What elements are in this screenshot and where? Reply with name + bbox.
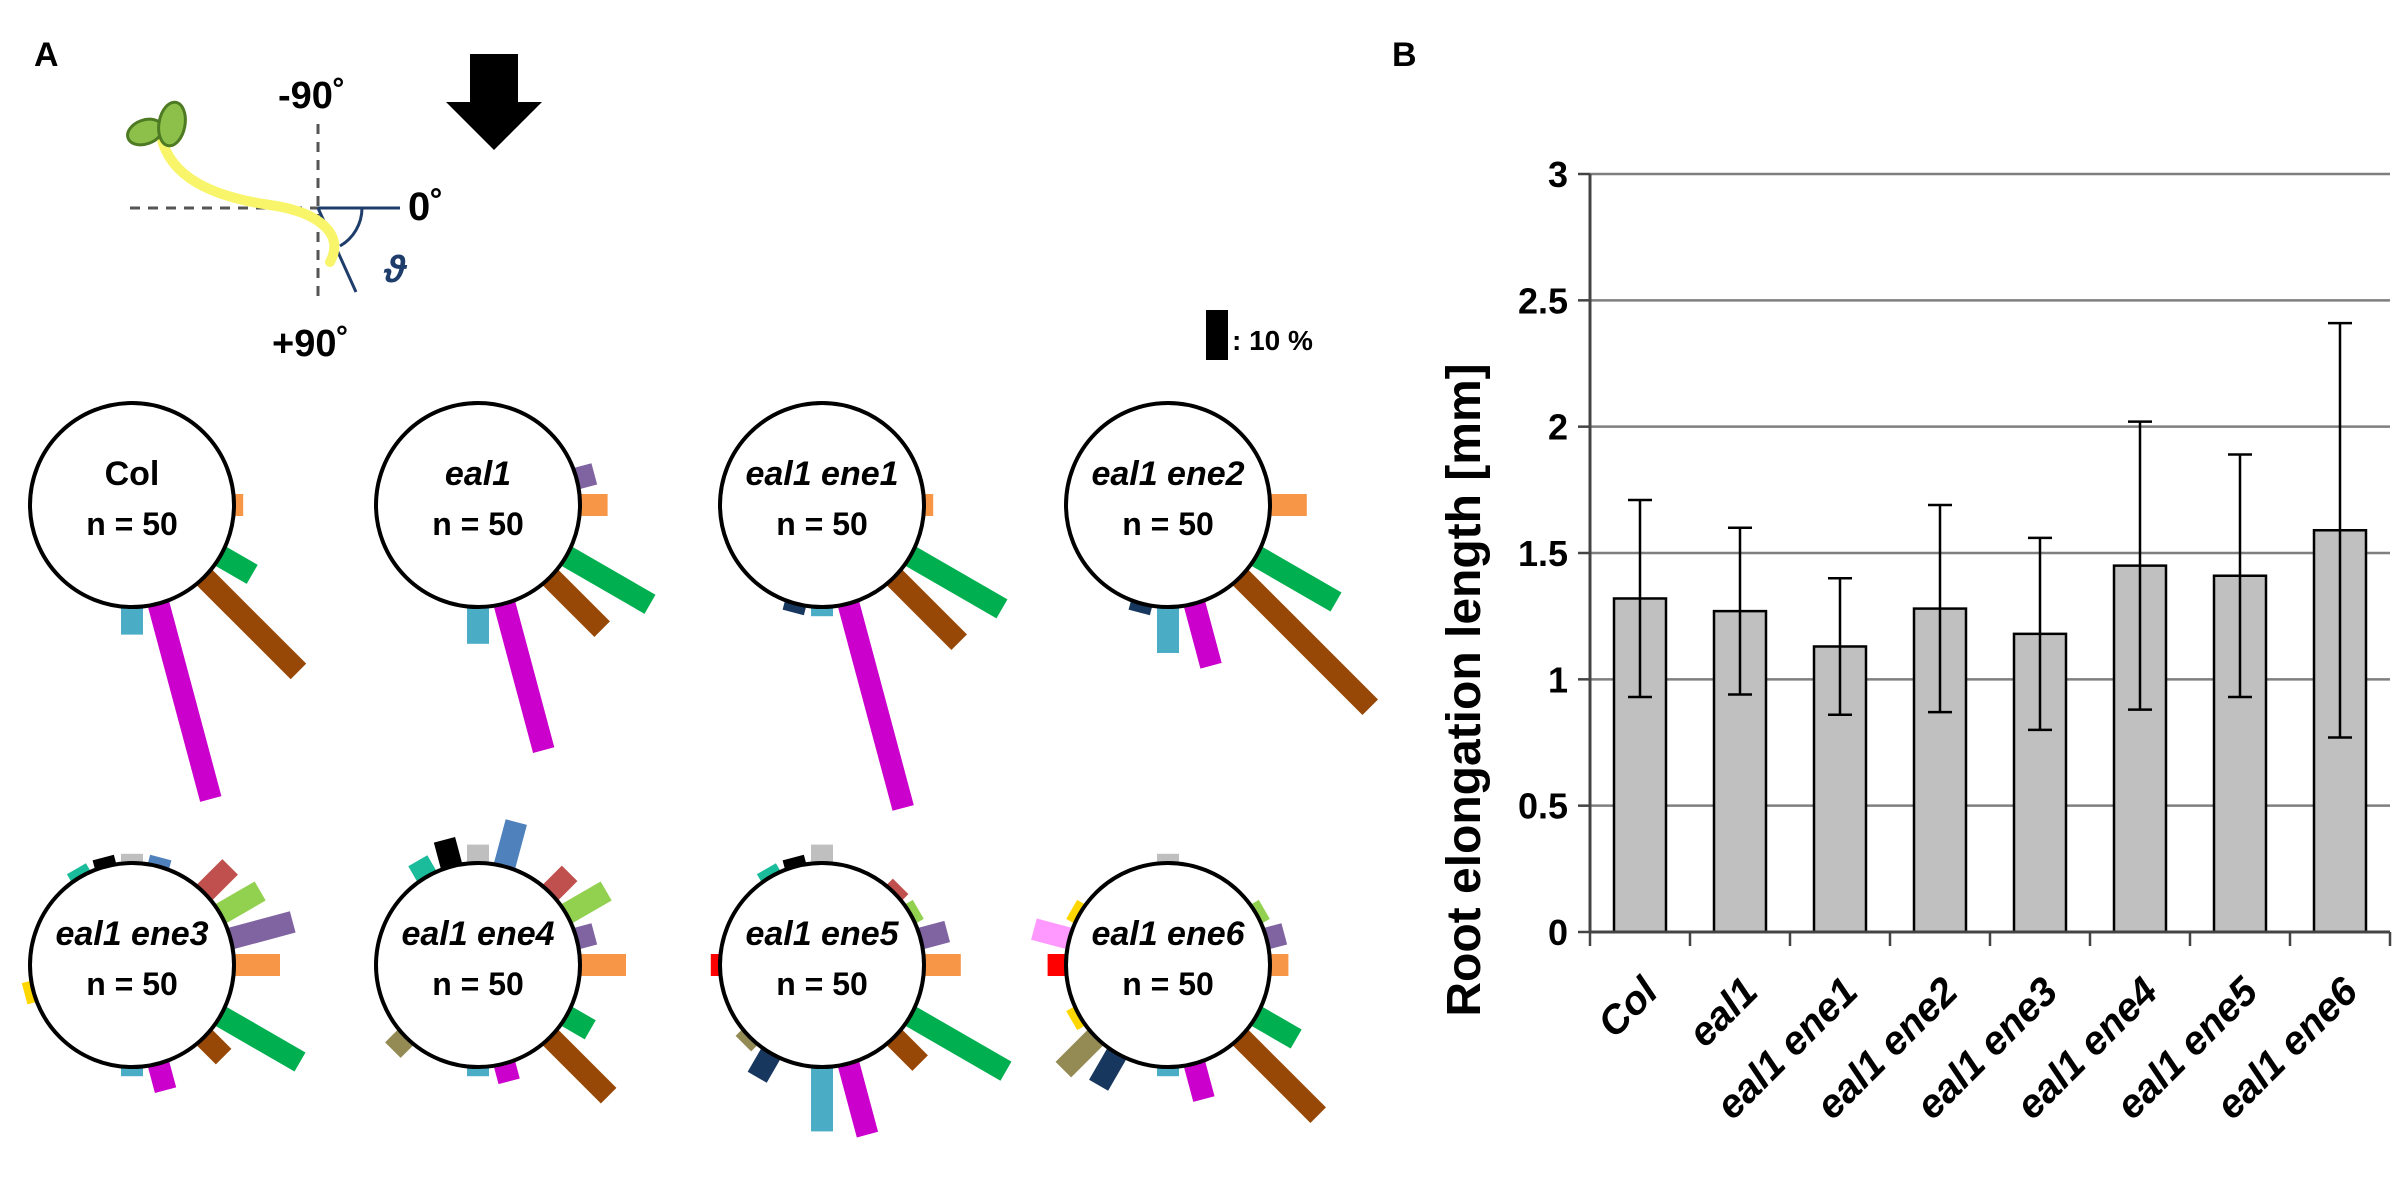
angle-bar-7-13 [735, 1026, 761, 1052]
y-tick-label: 2 [1548, 407, 1568, 448]
angle-bar-8-7 [1182, 1056, 1215, 1102]
sample-size-label: n = 50 [432, 966, 524, 1002]
theta-arc [339, 207, 364, 248]
angle-bar-7-7 [920, 954, 961, 976]
angle-bar-1-4 [146, 596, 222, 802]
polar-circle [718, 401, 926, 609]
genotype-label: eal1 ene5 [745, 915, 899, 953]
angle-bar-3-4 [836, 596, 914, 811]
root-elongation-bar-chart: Root elongation length [mm] 0 0.5 1 1.5 2 2.5… [1438, 154, 2392, 1128]
theta-symbol: ϑ [383, 249, 408, 291]
genotype-label: eal1 [445, 455, 511, 493]
y-tick-label: 1 [1548, 659, 1568, 700]
polar-histogram-8: eal1 ene6 n = 50 [1031, 853, 1326, 1123]
genotype-label: eal1 ene4 [401, 915, 554, 953]
polar-circle [28, 401, 236, 609]
genotype-label: eal1 ene6 [1091, 915, 1245, 953]
angle-bar-2-2 [576, 494, 608, 516]
polar-circle [718, 861, 926, 1069]
sample-size-label: n = 50 [86, 966, 178, 1002]
sample-size-label: n = 50 [432, 506, 524, 542]
panel-b-label: B [1392, 36, 1417, 74]
seedling-stem [155, 125, 340, 267]
polar-histogram-6: eal1 ene4 n = 50 [374, 819, 626, 1104]
sample-size-label: n = 50 [1122, 506, 1214, 542]
polar-histogram-3: eal1 ene1 n = 50 [718, 401, 1008, 811]
zero-degree-label: 0˚ [408, 185, 444, 229]
polar-circle [28, 861, 236, 1069]
polar-histogram-5: eal1 ene3 n = 50 [21, 853, 306, 1094]
x-tick-label: Col [1590, 969, 1667, 1046]
angle-bar-8-6 [1229, 1026, 1326, 1123]
angle-bar-8-10 [1055, 1026, 1107, 1078]
angle-diagram: -90˚ 0˚ +90˚ ϑ [126, 54, 542, 365]
polar-histogram-7: eal1 ene5 n = 50 [710, 844, 1012, 1138]
genotype-label: eal1 ene3 [55, 915, 208, 953]
y-tick-label: 0.5 [1518, 786, 1568, 827]
angle-bar-2-3 [557, 544, 656, 614]
angle-bar-5-8 [230, 954, 280, 976]
angle-bar-6-6 [557, 881, 612, 926]
angle-bar-6-10 [539, 1026, 617, 1104]
angle-bar-1-3 [193, 566, 307, 680]
cotyledon-right [157, 100, 187, 148]
angle-bar-7-8 [901, 1004, 1012, 1081]
angle-bar-3-3 [883, 566, 967, 650]
angle-bar-2-4 [539, 566, 610, 637]
bar-3 [1812, 645, 1868, 934]
gravity-arrow-icon [446, 54, 542, 150]
genotype-label: eal1 ene2 [1091, 455, 1244, 493]
angle-bar-5-7 [223, 911, 296, 951]
angle-bar-3-2 [901, 544, 1008, 619]
x-tick-label: eal1 [1680, 969, 1766, 1055]
angle-bar-4-5 [1157, 603, 1179, 653]
angle-bar-7-10 [836, 1056, 879, 1138]
angle-bar-5-9 [211, 1004, 306, 1072]
angle-bar-4-1 [1266, 494, 1307, 516]
y-tick-label: 1.5 [1518, 533, 1568, 574]
genotype-label: eal1 ene1 [745, 455, 898, 493]
scale-bar-swatch [1206, 310, 1228, 360]
sample-size-label: n = 50 [776, 966, 868, 1002]
y-tick-label: 2.5 [1518, 280, 1568, 321]
angle-bar-1-5 [121, 603, 143, 635]
angle-bar-4-2 [1247, 544, 1342, 612]
sample-size-label: n = 50 [776, 506, 868, 542]
angle-bar-5-6 [211, 881, 266, 926]
panel-a-label: A [34, 36, 59, 74]
angle-bar-4-4 [1182, 596, 1222, 669]
plus-90-label: +90˚ [272, 323, 349, 365]
angle-bar-6-8 [576, 954, 626, 976]
polar-histogram-4: eal1 ene2 n = 50 [1064, 401, 1379, 716]
polar-circle [374, 861, 582, 1069]
angle-bar-4-3 [1229, 566, 1379, 716]
angle-bar-7-11 [811, 1063, 833, 1132]
angle-bar-8-5 [1247, 1004, 1302, 1049]
sample-size-label: n = 50 [1122, 966, 1214, 1002]
angle-bar-2-6 [467, 603, 489, 644]
y-tick-label: 0 [1548, 912, 1568, 953]
y-tick-label: 3 [1548, 154, 1568, 195]
genotype-label: Col [105, 455, 160, 493]
angle-bar-2-5 [492, 596, 555, 753]
angle-bar-8-13 [1031, 918, 1077, 951]
y-axis-title: Root elongation length [mm] [1438, 363, 1491, 1016]
scale-legend: : 10 % [1206, 310, 1313, 360]
polar-circle [1064, 401, 1272, 609]
angle-bar-6-4 [492, 819, 527, 874]
minus-90-label: -90˚ [278, 75, 346, 117]
angle-bar-7-4 [883, 878, 909, 904]
scale-bar-label: : 10 % [1232, 325, 1313, 356]
polar-circle [374, 401, 582, 609]
polar-circle [1064, 861, 1272, 1069]
sample-size-label: n = 50 [86, 506, 178, 542]
polar-histogram-2: eal1 n = 50 [374, 401, 656, 753]
polar-histogram-1: Col n = 50 [28, 401, 307, 802]
